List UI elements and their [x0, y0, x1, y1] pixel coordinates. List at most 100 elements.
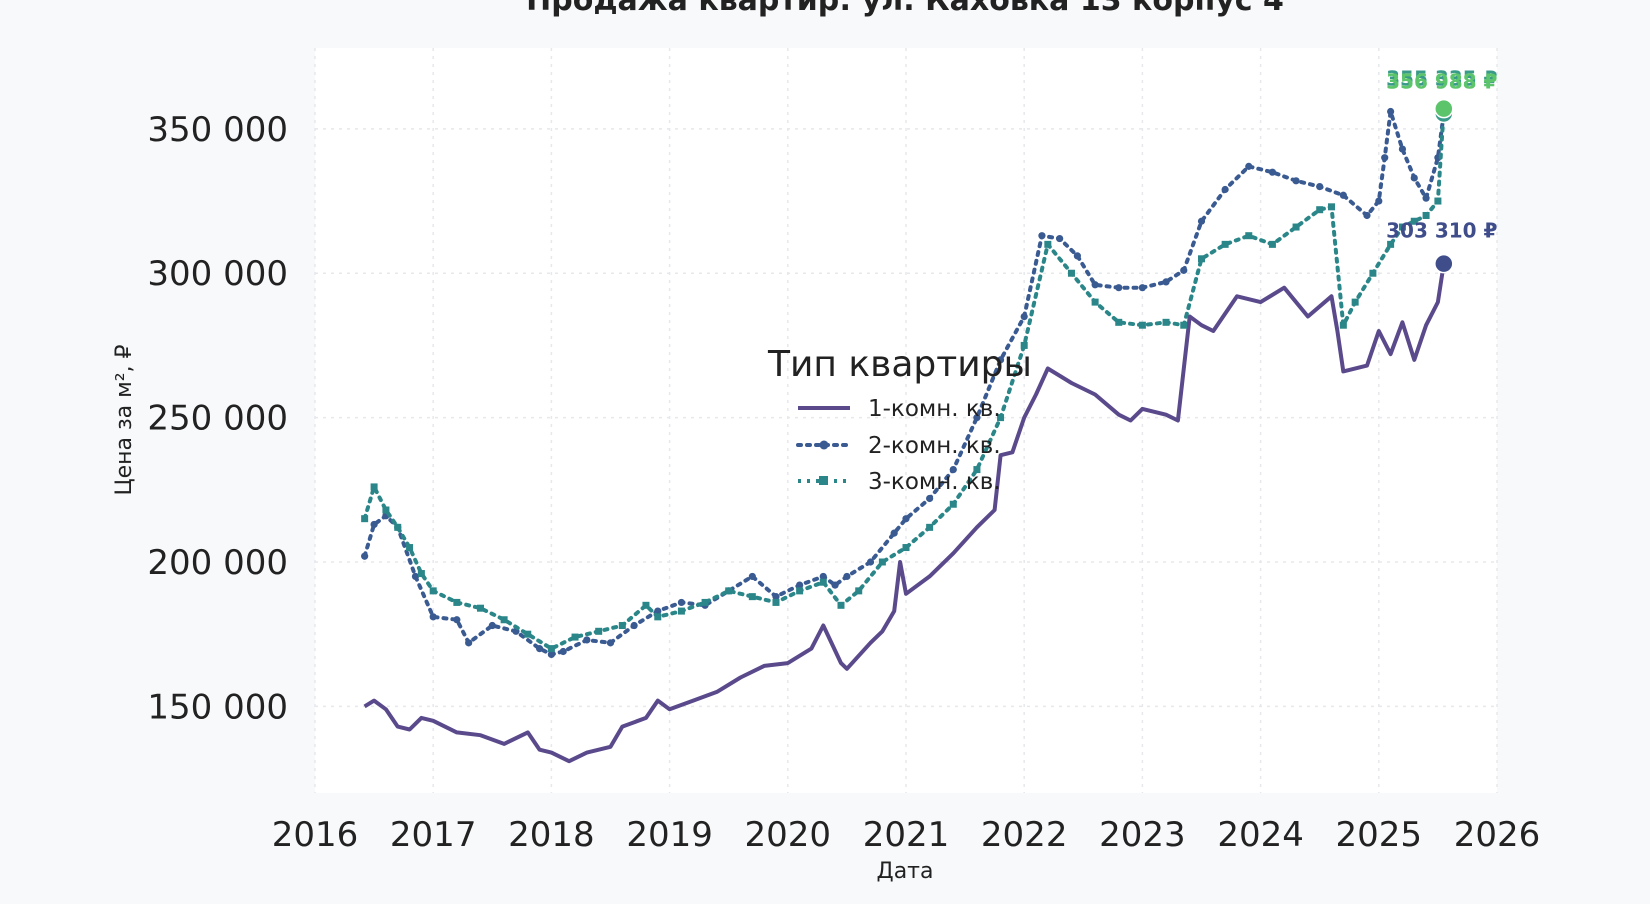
series-3-point	[1091, 298, 1099, 306]
series-3-point	[1422, 211, 1430, 219]
x-tick-label-2018: 2018	[508, 815, 595, 855]
series-2-point	[1138, 284, 1146, 292]
series-2-point	[973, 414, 981, 422]
series-2-point	[1245, 162, 1253, 170]
series-3-point	[1292, 223, 1300, 231]
x-tick-label-2017: 2017	[390, 815, 477, 855]
series-3-point	[406, 544, 414, 552]
series-3-point	[1316, 206, 1324, 214]
series-3-point	[973, 466, 981, 474]
series-2-point	[1038, 232, 1046, 240]
series-2-point	[996, 356, 1005, 364]
legend-label-3: 3-комн. кв.	[868, 469, 1001, 495]
legend-item-1: 1-комн. кв.	[798, 396, 1001, 422]
series-2-point	[949, 465, 957, 474]
x-tick-label-2024: 2024	[1217, 815, 1304, 855]
series-line-1	[363, 263, 1446, 764]
x-tick-label-2023: 2023	[1099, 815, 1186, 855]
series-3-point	[1221, 240, 1229, 248]
series-2-point	[583, 636, 591, 644]
series-3-point	[429, 587, 437, 595]
series-2-point	[606, 639, 615, 647]
x-tick-label-2016: 2016	[272, 815, 359, 855]
series-2-point	[1197, 217, 1206, 225]
series-2-point	[1316, 183, 1324, 191]
series-2-point	[819, 572, 827, 581]
series-layer	[361, 105, 1448, 764]
end-marker-3	[1434, 253, 1454, 274]
series-2-point	[902, 515, 910, 523]
series-line-2	[362, 109, 1446, 657]
series-2-point	[411, 572, 420, 581]
series-2-point	[1020, 312, 1028, 321]
series-2-point	[926, 494, 934, 503]
series-2-point	[1073, 252, 1081, 260]
series-3-point	[571, 633, 579, 641]
series-2-point	[677, 598, 686, 607]
series-2-point	[453, 616, 461, 624]
series-3-point	[370, 483, 378, 491]
series-3-point	[902, 544, 910, 552]
series-3-point	[1410, 217, 1418, 225]
series-3-point	[1180, 321, 1188, 329]
x-tick-label-2020: 2020	[745, 815, 832, 855]
series-3-point	[855, 587, 863, 595]
legend-title: Тип квартиры	[767, 344, 1032, 385]
series-2-point	[1381, 154, 1389, 162]
chart-title: Продажа квартир: ул. Каховка 13 корпус 4	[526, 0, 1284, 18]
series-2-point	[1268, 168, 1277, 176]
series-2-point	[630, 621, 638, 630]
series-3-point	[654, 613, 662, 621]
series-3-point	[1387, 240, 1395, 248]
series-3-point	[453, 598, 461, 606]
series-3-point	[1245, 232, 1253, 240]
legend-label-1: 1-комн. кв.	[868, 396, 1001, 422]
series-2-point	[559, 647, 567, 656]
series-2-point	[1115, 284, 1123, 292]
series-3-point	[837, 601, 845, 609]
series-2-point	[866, 558, 875, 566]
series-2-point	[1339, 191, 1347, 199]
y-tick-label-350000: 350 000	[147, 110, 288, 150]
y-axis-label: Цена за м², ₽	[112, 344, 137, 495]
series-3-point	[701, 598, 709, 606]
series-3-point	[725, 587, 733, 595]
series-2-point	[361, 552, 369, 560]
series-2-point	[1292, 177, 1300, 185]
series-3-point	[878, 558, 886, 566]
series-2-point	[1056, 234, 1064, 243]
series-3-point	[1369, 269, 1377, 277]
series-2-point	[488, 621, 496, 630]
series-3-point	[997, 414, 1005, 422]
series-3-point	[524, 630, 532, 638]
series-2-point	[465, 639, 473, 647]
series-3-point	[1044, 240, 1052, 248]
series-2-point	[535, 645, 544, 653]
y-tick-label-250000: 250 000	[147, 399, 288, 439]
series-2-point	[547, 650, 556, 658]
series-3-point	[748, 593, 756, 601]
series-3-point	[361, 515, 369, 523]
series-1	[363, 263, 1446, 764]
series-3-point	[417, 570, 425, 578]
series-3-point	[476, 604, 484, 612]
series-3-point	[772, 598, 780, 606]
x-tick-label-2021: 2021	[863, 815, 950, 855]
series-2-point	[1221, 185, 1229, 194]
series-3-point	[1434, 197, 1442, 205]
end-markers	[1434, 98, 1454, 274]
x-tick-labels: 2016 2017 2018 2019 2020 2021 2022 2023 2024 2025…	[272, 815, 1541, 855]
series-3-point	[796, 587, 804, 595]
series-2-point	[429, 613, 437, 621]
series-2-point	[1387, 107, 1395, 116]
series-2-point	[1410, 174, 1418, 182]
series-3-point	[1339, 321, 1347, 329]
series-3-point	[1268, 240, 1276, 248]
series-3-point	[642, 601, 650, 609]
x-tick-label-2026: 2026	[1454, 815, 1541, 855]
y-tick-label-150000: 150 000	[147, 687, 288, 727]
series-3-point	[819, 578, 827, 586]
series-2-point	[843, 572, 851, 581]
series-2-point	[1180, 266, 1188, 274]
